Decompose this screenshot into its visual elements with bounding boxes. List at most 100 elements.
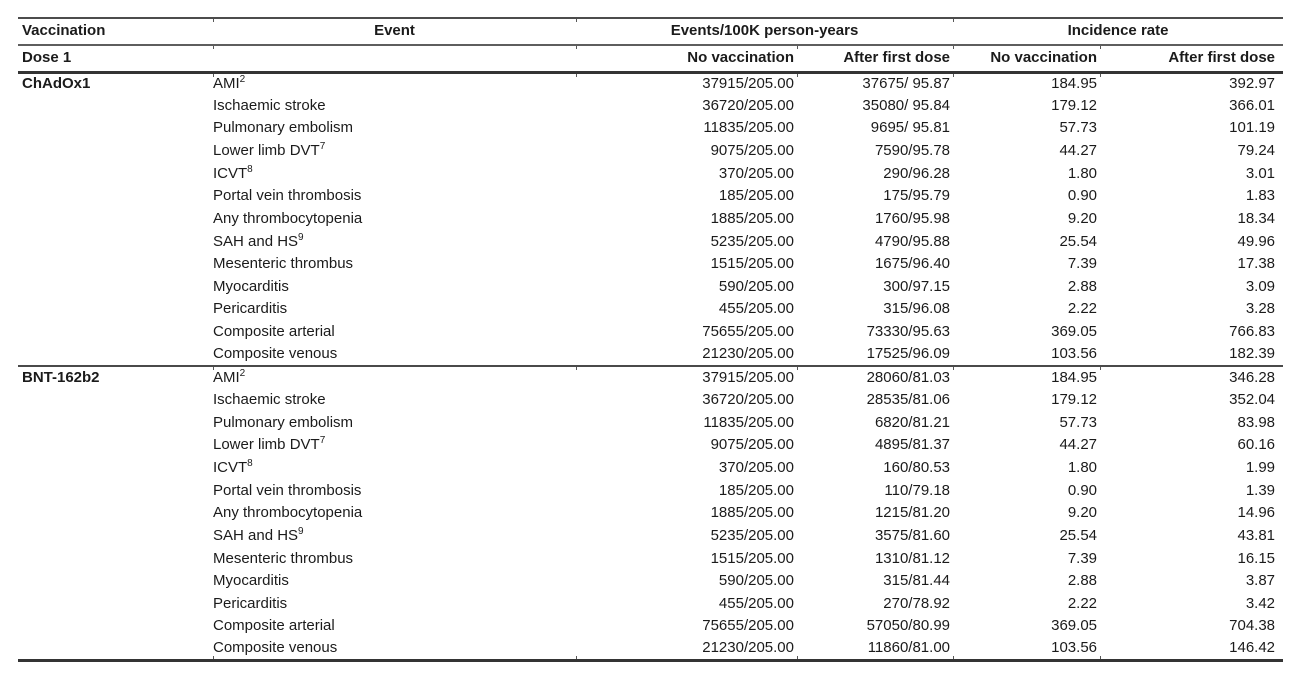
events-after-first-dose-cell: 1675/96.40 [874,255,951,273]
rate-after-first-dose-cell: 346.28 [1100,365,1284,389]
events-no-vaccination-cell: 75655/205.00 [702,323,794,341]
event-label: Pulmonary embolism [213,413,354,431]
events-no-vaccination-cell: 37915/205.00 [576,72,797,95]
table-row: Myocarditis 590/205.00 315/81.44 2.88 3.… [18,570,1283,593]
vaccination-cell [18,344,213,367]
rate-no-vaccination-cell: 25.54 [1059,526,1098,544]
events-after-first-dose-cell: 1310/81.12 [874,549,951,567]
rate-after-first-dose-cell: 83.98 [1237,413,1276,431]
events-after-first-dose-cell: 7590/95.78 [874,141,951,159]
event-cell: Mesenteric thrombus [213,253,576,276]
event-cell: ICVT8 [213,163,576,186]
event-footnote-superscript: 7 [319,435,326,447]
event-label: AMI [213,368,240,386]
table-row: Composite venous 21230/205.00 11860/81.0… [18,638,1283,661]
vaccination-cell [18,208,213,231]
event-label: Mesenteric thrombus [213,255,354,273]
event-cell: SAH and HS9 [213,230,576,253]
event-cell: Ischaemic stroke [213,95,576,118]
events-no-vaccination-cell: 5235/205.00 [710,526,794,544]
table-row: Mesenteric thrombus 1515/205.00 1675/96.… [18,253,1283,276]
event-label: Any thrombocytopenia [213,504,363,522]
event-label: Composite venous [213,639,338,657]
events-no-vaccination-cell: 185/205.00 [718,481,794,499]
table-row: ICVT8 370/205.00 160/80.53 1.80 1.99 [18,457,1283,480]
events-no-vaccination-cell: 1515/205.00 [710,549,794,567]
rate-no-vaccination-cell: 103.56 [1051,345,1098,363]
event-footnote-superscript: 9 [298,231,304,243]
events-no-vaccination-cell: 590/205.00 [718,277,794,295]
event-label: Myocarditis [213,277,289,295]
vaccination-cell [18,570,213,593]
event-footnote-superscript: 2 [239,73,246,85]
events-after-first-dose-cell: 1215/81.20 [874,504,951,522]
event-cell: Lower limb DVT7 [213,434,576,457]
rate-no-vaccination-cell: 44.27 [1059,436,1098,454]
event-label: Composite arterial [213,323,335,341]
rate-no-vaccination-cell: 184.95 [953,365,1101,389]
rate-after-first-dose-cell: 352.04 [1229,391,1276,409]
rate-after-first-dose-cell: 49.96 [1237,232,1276,250]
event-cell: Composite arterial [213,321,576,344]
table-row: Lower limb DVT7 9075/205.00 7590/95.78 4… [18,140,1283,163]
event-cell: ICVT8 [213,457,576,480]
table-row: Pericarditis 455/205.00 270/78.92 2.22 3… [18,593,1283,616]
table-row: Composite venous 21230/205.00 17525/96.0… [18,344,1283,367]
rate-after-first-dose-cell: 3.28 [1245,300,1276,318]
event-label: Ischaemic stroke [213,391,326,409]
events-after-first-dose-cell: 6820/81.21 [874,413,951,431]
event-label: Ischaemic stroke [213,96,326,114]
table-body: ChAdOx1 AMI2 37915/205.00 37675/ 95.87 1… [18,72,1284,661]
rate-after-first-dose-cell: 704.38 [1229,617,1276,635]
event-cell: Composite venous [213,638,576,661]
events-after-first-dose-cell: 11860/81.00 [797,638,953,661]
rate-no-vaccination-cell: 179.12 [1051,96,1098,114]
event-cell: Composite venous [213,344,576,367]
events-no-vaccination-cell: 1515/205.00 [710,255,794,273]
event-label: ICVT [213,458,248,476]
col-group-events-per-100k: Events/100K person-years [576,18,953,45]
vaccination-cell [18,230,213,253]
rate-no-vaccination-cell: 25.54 [1059,232,1098,250]
event-cell: Myocarditis [213,276,576,299]
rate-no-vaccination-cell: 7.39 [1067,255,1098,273]
events-no-vaccination-cell: 455/205.00 [718,300,794,318]
event-cell: Portal vein thrombosis [213,185,576,208]
event-label: Lower limb DVT [213,436,320,454]
rate-after-first-dose-cell: 3.42 [1245,594,1276,612]
table-row: Ischaemic stroke 36720/205.00 35080/ 95.… [18,95,1283,118]
incidence-table: Vaccination Event Events/100K person-yea… [18,17,1284,663]
event-label: Mesenteric thrombus [213,549,354,567]
rate-after-first-dose-cell: 3.87 [1245,572,1276,590]
event-cell: AMI2 [213,365,576,389]
event-footnote-superscript: 8 [247,163,253,175]
table-row: Lower limb DVT7 9075/205.00 4895/81.37 4… [18,434,1283,457]
events-no-vaccination-cell: 11835/205.00 [703,413,794,431]
events-no-vaccination-cell: 1885/205.00 [710,504,794,522]
event-label: Myocarditis [213,572,289,590]
events-after-first-dose-cell: 57050/80.99 [866,617,951,635]
table-row: Composite arterial 75655/205.00 57050/80… [18,615,1283,638]
rate-after-first-dose-cell: 17.38 [1237,255,1276,273]
events-no-vaccination-cell: 37915/205.00 [576,365,797,389]
table-row: ChAdOx1 AMI2 37915/205.00 37675/ 95.87 1… [18,72,1283,95]
event-cell: Pericarditis [213,298,576,321]
rate-no-vaccination-cell: 2.88 [1067,572,1098,590]
table-row: Portal vein thrombosis 185/205.00 175/95… [18,185,1283,208]
vaccination-cell [18,140,213,163]
subheader-events-after-first-dose: After first dose [797,45,953,72]
event-footnote-superscript: 9 [298,525,304,537]
events-after-first-dose-cell: 37675/ 95.87 [797,72,953,95]
events-no-vaccination-cell: 21230/205.00 [576,638,797,661]
vaccination-cell [18,321,213,344]
subheader-events-no-vaccination: No vaccination [576,45,797,72]
vaccination-cell: BNT-162b2 [18,365,213,389]
table-row: Mesenteric thrombus 1515/205.00 1310/81.… [18,547,1283,570]
rate-no-vaccination-cell: 103.56 [953,638,1100,661]
events-no-vaccination-cell: 36720/205.00 [702,96,794,114]
subheader-rate-after-first-dose: After first dose [1100,45,1283,72]
table-row: SAH and HS9 5235/205.00 4790/95.88 25.54… [18,230,1283,253]
rate-after-first-dose-cell: 18.34 [1237,209,1276,227]
rate-no-vaccination-cell: 369.05 [1051,617,1098,635]
vaccination-cell [18,185,213,208]
